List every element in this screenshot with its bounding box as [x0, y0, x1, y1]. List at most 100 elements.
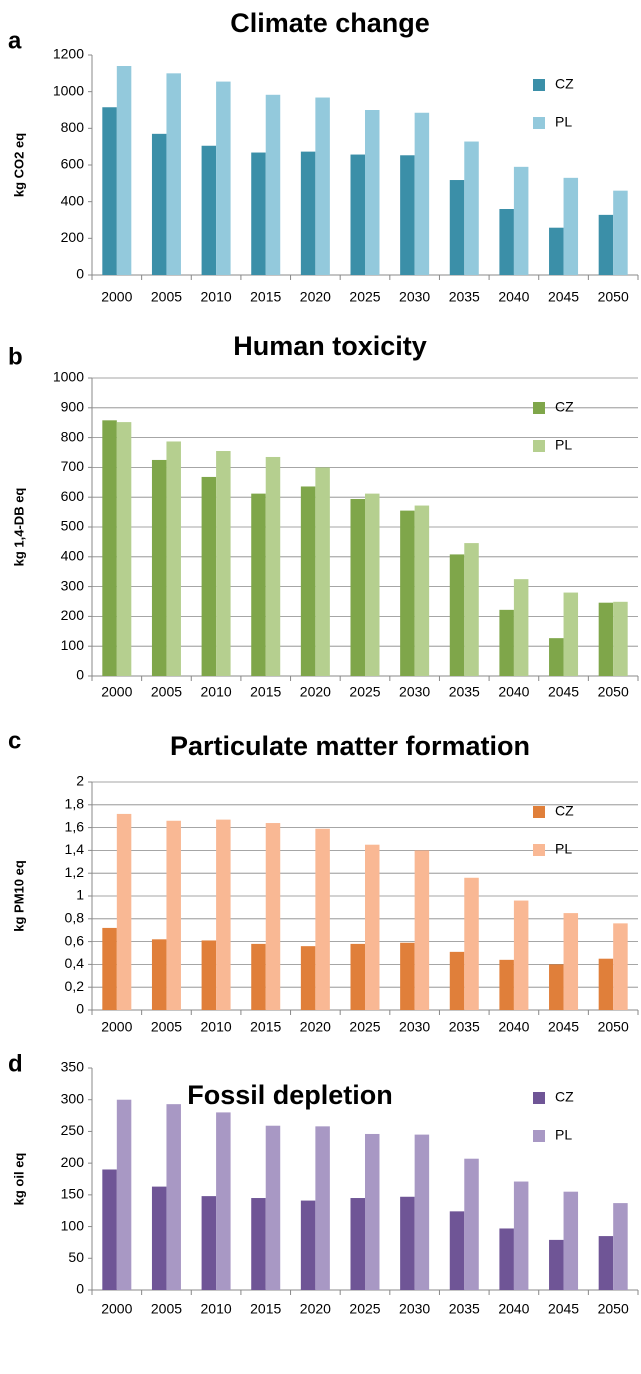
- bar: [300, 151, 316, 275]
- bar: [513, 1181, 529, 1290]
- y-tick-label: 250: [61, 1122, 85, 1138]
- y-tick-label: 300: [61, 1090, 85, 1106]
- bar: [365, 844, 380, 1010]
- bar: [315, 1126, 330, 1290]
- y-axis-label: kg 1,4-DB eq: [11, 488, 26, 567]
- bar: [300, 486, 316, 676]
- bar: [116, 1099, 132, 1290]
- bar: [116, 66, 132, 275]
- bar: [116, 422, 132, 676]
- bar: [499, 209, 514, 275]
- y-tick-label: 1,2: [65, 864, 85, 880]
- x-tick-label: 2035: [449, 1301, 480, 1317]
- bar: [350, 154, 365, 275]
- panel-letter: b: [8, 343, 23, 370]
- bar: [414, 505, 430, 676]
- bar: [613, 923, 628, 1010]
- x-tick-label: 2000: [101, 684, 132, 700]
- bar: [499, 1228, 514, 1290]
- bar: [201, 476, 217, 676]
- legend-swatch: [533, 1130, 545, 1142]
- legend-swatch: [533, 79, 545, 91]
- bar: [400, 942, 415, 1010]
- bar: [414, 1134, 430, 1290]
- bar: [315, 828, 330, 1010]
- y-tick-label: 1000: [53, 369, 84, 385]
- y-tick-label: 600: [61, 156, 85, 172]
- panel-letter: c: [8, 727, 21, 754]
- bar: [201, 940, 217, 1010]
- bar: [216, 451, 231, 676]
- bar: [400, 510, 415, 676]
- x-tick-label: 2025: [349, 1301, 380, 1317]
- x-tick-label: 2005: [151, 1301, 182, 1317]
- bar: [265, 94, 281, 276]
- x-tick-label: 2040: [498, 1019, 529, 1035]
- y-tick-label: 400: [61, 192, 85, 208]
- y-tick-label: 1,6: [65, 818, 85, 834]
- bar: [598, 602, 614, 676]
- y-tick-label: 0: [76, 1281, 84, 1297]
- x-tick-label: 2050: [598, 289, 629, 305]
- x-tick-label: 2045: [548, 289, 579, 305]
- bar: [102, 420, 117, 676]
- chart-title: Fossil depletion: [187, 1080, 393, 1110]
- x-tick-label: 2020: [300, 1019, 331, 1035]
- y-tick-label: 200: [61, 607, 85, 623]
- x-tick-label: 2030: [399, 289, 430, 305]
- bar: [216, 819, 231, 1010]
- bar: [216, 81, 231, 275]
- bar: [251, 1198, 266, 1290]
- x-tick-label: 2030: [399, 684, 430, 700]
- bar: [549, 638, 564, 676]
- x-tick-label: 2005: [151, 1019, 182, 1035]
- y-tick-label: 100: [61, 637, 85, 653]
- y-tick-label: 50: [68, 1249, 84, 1265]
- bar: [265, 456, 281, 676]
- x-tick-label: 2015: [250, 1301, 281, 1317]
- x-tick-label: 2035: [449, 1019, 480, 1035]
- bar: [300, 946, 316, 1010]
- x-tick-label: 2035: [449, 289, 480, 305]
- bar: [251, 152, 266, 275]
- legend-swatch: [533, 1092, 545, 1104]
- bar: [216, 1112, 231, 1290]
- x-tick-label: 2050: [598, 1019, 629, 1035]
- legend-label: CZ: [555, 803, 574, 819]
- chart-title: Particulate matter formation: [170, 731, 530, 761]
- y-tick-label: 350: [61, 1059, 85, 1075]
- x-tick-label: 2045: [548, 1019, 579, 1035]
- bar: [151, 133, 167, 275]
- bar: [251, 943, 266, 1010]
- bar: [513, 166, 529, 275]
- bar: [464, 141, 479, 275]
- bar: [265, 1125, 281, 1290]
- bar: [166, 73, 181, 275]
- bar: [201, 1196, 217, 1290]
- bar: [598, 958, 614, 1010]
- x-tick-label: 2020: [300, 1301, 331, 1317]
- legend-swatch: [533, 440, 545, 452]
- y-tick-label: 0,4: [65, 955, 85, 971]
- y-tick-label: 2: [76, 773, 84, 789]
- y-tick-label: 800: [61, 428, 85, 444]
- x-tick-label: 2015: [250, 684, 281, 700]
- x-tick-label: 2020: [300, 684, 331, 700]
- legend-swatch: [533, 844, 545, 856]
- x-tick-label: 2025: [349, 684, 380, 700]
- x-tick-label: 2015: [250, 1019, 281, 1035]
- bar: [598, 1236, 614, 1290]
- bar: [449, 180, 465, 275]
- bar: [400, 1196, 415, 1290]
- y-tick-label: 900: [61, 399, 85, 415]
- bar: [102, 1169, 117, 1290]
- y-tick-label: 200: [61, 229, 85, 245]
- bar: [201, 145, 217, 275]
- y-tick-label: 800: [61, 119, 85, 135]
- y-tick-label: 500: [61, 518, 85, 534]
- legend-label: CZ: [555, 399, 574, 415]
- bar: [166, 1104, 181, 1290]
- x-tick-label: 2045: [548, 1301, 579, 1317]
- bar: [549, 1239, 564, 1290]
